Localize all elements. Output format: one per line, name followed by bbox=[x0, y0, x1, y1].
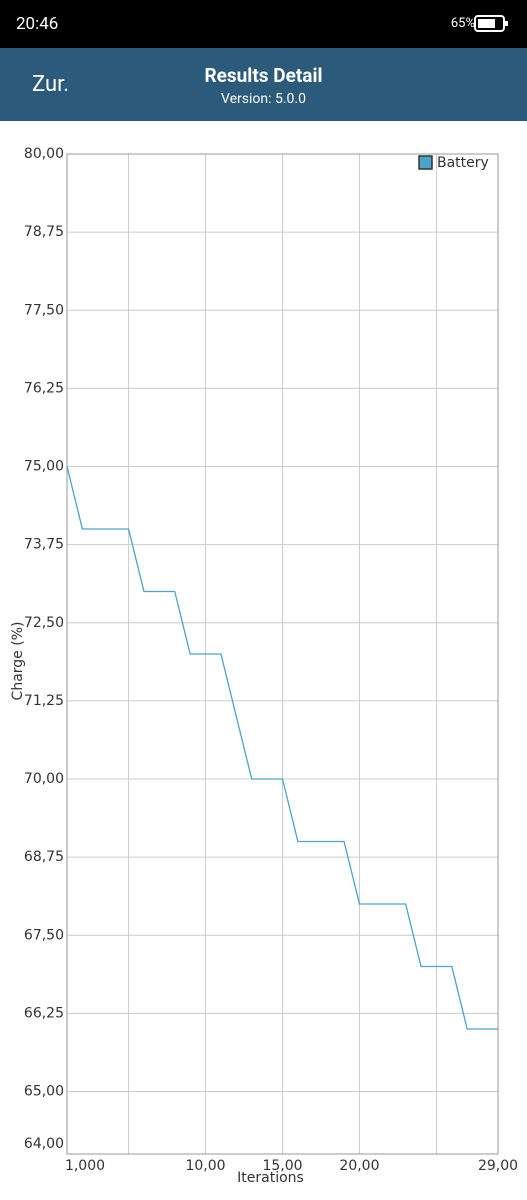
y-tick-label: 72,50 bbox=[24, 615, 64, 631]
battery-level: 65% bbox=[450, 16, 475, 31]
x-tick-label: 20,00 bbox=[339, 1158, 379, 1174]
y-tick-label: 80,00 bbox=[24, 146, 64, 162]
subtitle: Version: 5.0.0 bbox=[221, 91, 306, 107]
y-tick-label: 65,00 bbox=[24, 1084, 64, 1100]
legend-swatch bbox=[418, 155, 433, 170]
y-tick-label: 75,00 bbox=[24, 459, 64, 475]
time: 20:46 bbox=[16, 14, 59, 34]
y-tick-label: 64,00 bbox=[24, 1136, 64, 1152]
y-axis-label: Charge (%) bbox=[10, 622, 26, 701]
chart: 80,00 78,75 77,50 76,25 75,00 73,75 72,50 71,25… bbox=[10, 146, 518, 1186]
y-tick-label: 71,25 bbox=[24, 693, 64, 709]
y-tick-label: 73,75 bbox=[24, 537, 64, 553]
data-line bbox=[66, 466, 498, 1030]
app-bar: Zur. Results Detail Version: 5.0.0 bbox=[0, 48, 527, 121]
x-tick-label: 10,00 bbox=[185, 1158, 225, 1174]
y-tick-label: 67,50 bbox=[24, 927, 64, 943]
status-bar: 20:46 65% bbox=[0, 0, 527, 48]
battery-icon bbox=[474, 15, 508, 32]
back-button[interactable]: Zur. bbox=[32, 72, 70, 97]
x-tick-label: 1,000 bbox=[65, 1158, 105, 1174]
y-tick-label: 76,25 bbox=[24, 380, 64, 396]
y-tick-label: 77,50 bbox=[24, 302, 64, 318]
legend-label: Battery bbox=[437, 155, 489, 171]
x-axis-label: Iterations bbox=[237, 1170, 304, 1186]
y-tick-label: 66,25 bbox=[24, 1005, 64, 1021]
x-tick-label: 15,00 bbox=[262, 1158, 302, 1174]
x-tick-label: 29,00 bbox=[478, 1158, 518, 1174]
y-tick-label: 70,00 bbox=[24, 771, 64, 787]
title: Results Detail bbox=[204, 64, 323, 87]
y-tick-label: 68,75 bbox=[24, 849, 64, 865]
y-tick-label: 78,75 bbox=[24, 224, 64, 240]
plot-frame bbox=[66, 153, 499, 1155]
